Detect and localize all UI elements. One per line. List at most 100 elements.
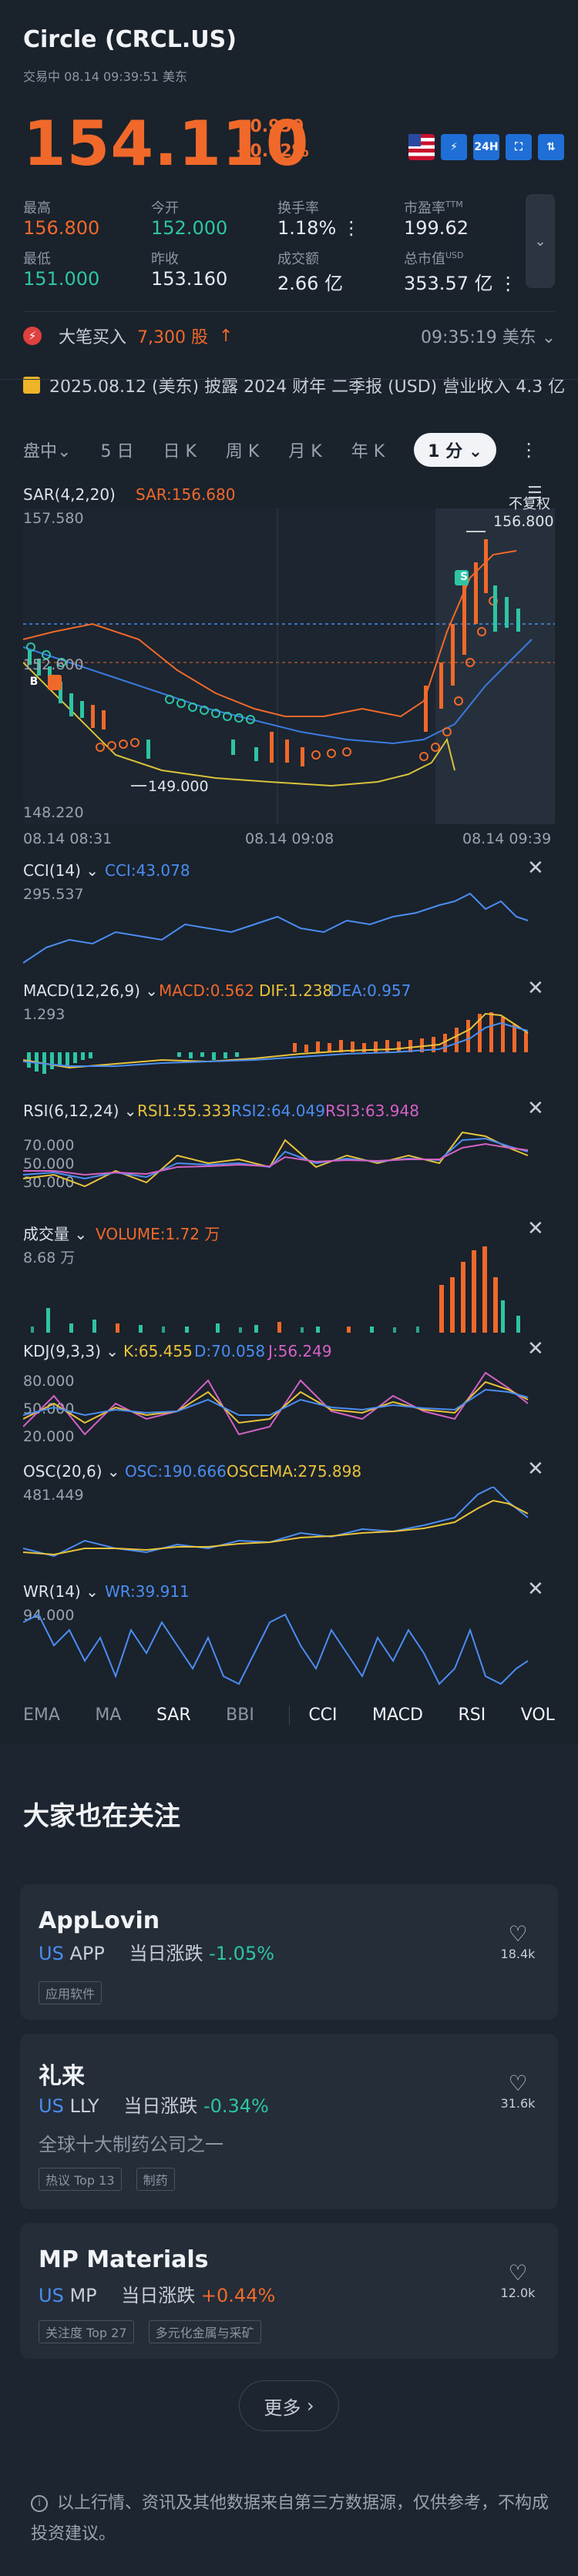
watch-card-lilly[interactable]: 礼来 US LLY 当日涨跌 -0.34% 全球十大制药公司之一 热议 Top … [20,2034,558,2209]
watch-title: 大家也在关注 [23,1801,180,1832]
margin-icon[interactable]: ⇅ [538,134,564,160]
tab-monthly-k[interactable]: 月 K [288,442,322,461]
x-label-start: 08.14 08:31 [23,830,113,847]
kdj-chart [23,1371,529,1436]
calendar-icon [23,377,40,394]
ind-tab-ema[interactable]: EMA [23,1706,60,1725]
kdj-d-value: D:70.058 [194,1342,266,1360]
follower-count: 12.0k [500,2286,536,2300]
24h-trading-icon[interactable]: 24H [473,134,499,160]
prev-close-value: 153.160 [151,268,228,290]
tab-yearly-k[interactable]: 年 K [351,442,385,461]
market-cap-label: 总市值USD [404,250,464,267]
sar-dots-orange [96,596,498,761]
options-icon[interactable]: ⛶ [506,134,532,160]
card-name: AppLovin [39,1907,160,1934]
cci-top-label: 295.537 [23,886,84,903]
tag[interactable]: 关注度 Top 27 [39,2320,134,2343]
ind-tab-bbi[interactable]: BBI [226,1706,254,1725]
cci-chart [23,892,529,964]
tag[interactable]: 应用软件 [39,1981,102,2004]
watch-card-mp[interactable]: MP Materials US MP 当日涨跌 +0.44% 关注度 Top 2… [20,2223,558,2359]
close-wr-icon[interactable]: ✕ [527,1578,544,1601]
tab-weekly-k[interactable]: 周 K [225,442,260,461]
indicator-tabs: EMA MA SAR BBI CCI MACD RSI VOL [23,1706,555,1725]
buy-marker-bg [48,675,62,690]
follow-button[interactable]: ♡ 31.6k [495,2071,541,2111]
volume-label[interactable]: 成交量 ⌄ [23,1225,88,1243]
rsi-label[interactable]: RSI(6,12,24) ⌄ [23,1102,137,1120]
turnover-label: 换手率 [277,200,319,216]
follower-count: 18.4k [500,1947,536,1961]
wr-label[interactable]: WR(14) ⌄ [23,1582,99,1601]
rsi-level-70: 70.000 [23,1137,75,1154]
ind-tab-macd[interactable]: MACD [372,1706,423,1725]
volume-chart [31,1246,520,1333]
osc-label[interactable]: OSC(20,6) ⌄ [23,1462,120,1481]
macd-top-label: 1.293 [23,1006,66,1023]
chart-settings-icon[interactable]: ☰ [527,484,543,503]
kdj-level-20: 20.000 [23,1428,75,1445]
unadjusted-label[interactable]: 不复权 [509,496,550,512]
low-label: 最低 [23,251,51,267]
tag[interactable]: 多元化金属与采矿 [148,2320,261,2343]
follow-button[interactable]: ♡ 18.4k [495,1921,541,1961]
ind-tab-rsi[interactable]: RSI [458,1706,486,1725]
divider [23,311,555,312]
sar-label: SAR(4,2,20) [23,485,116,504]
amount-value: 2.66 亿 [277,273,344,294]
more-button[interactable]: 更多 › [239,2380,339,2431]
tab-daily-k[interactable]: 日 K [163,442,197,461]
trade-shares: 7,300 股 [137,328,208,347]
us-flag-icon[interactable] [408,134,435,160]
heart-plus-icon: ♡ [508,2260,528,2286]
wr-chart [23,1613,529,1685]
feature-badges: ⚡ 24H ⛶ ⇅ [408,134,564,160]
footer: i 以上行情、资讯及其他数据来自第三方数据源，仅供参考，不构成投资建议。 [0,2465,578,2576]
pe-label: 市盈率TTM [404,200,463,216]
tab-intraday[interactable]: 盘中⌄ [23,442,72,461]
expand-stats-button[interactable]: ⌄ [526,194,555,288]
close-kdj-icon[interactable]: ✕ [527,1337,544,1360]
close-cci-icon[interactable]: ✕ [527,857,544,880]
macd-label[interactable]: MACD(12,26,9) ⌄ [23,981,159,1000]
more-options-icon[interactable]: ⋮ [519,439,539,461]
kdj-k-value: K:65.455 [123,1342,193,1360]
low-value: 151.000 [23,268,100,290]
close-rsi-icon[interactable]: ✕ [527,1097,544,1120]
follower-count: 31.6k [500,2096,536,2111]
cci-value: CCI:43.078 [105,861,190,880]
cci-label[interactable]: CCI(14) ⌄ [23,861,99,880]
ind-tab-ma[interactable]: MA [95,1706,122,1725]
macd-value: MACD:0.562 [159,981,254,1000]
card-desc: 全球十大制药公司之一 [39,2134,223,2155]
trade-time: 09:35:19 美东 ⌄ [421,328,556,347]
tab-5day[interactable]: 5 日 [100,442,134,461]
chevron-down-icon: ⌄ [534,233,546,250]
ind-tab-cci[interactable]: CCI [289,1706,338,1725]
tag[interactable]: 制药 [136,2168,175,2191]
close-osc-icon[interactable]: ✕ [527,1457,544,1481]
earnings-news[interactable]: 2025.08.12 (美东) 披露 2024 财年 二季报 (USD) 营业收… [23,373,565,397]
tag[interactable]: 热议 Top 13 [39,2168,122,2191]
close-volume-icon[interactable]: ✕ [527,1217,544,1240]
ind-tab-sar[interactable]: SAR [156,1706,191,1725]
lightning-icon[interactable]: ⚡ [441,134,467,160]
kdj-label[interactable]: KDJ(9,3,3) ⌄ [23,1342,119,1360]
stock-title: Circle (CRCL.US) [23,26,237,53]
close-macd-icon[interactable]: ✕ [527,977,544,1000]
card-tags: 关注度 Top 27 多元化金属与采矿 [39,2320,272,2343]
ind-tab-vol[interactable]: VOL [520,1706,555,1725]
follow-button[interactable]: ♡ 12.0k [495,2260,541,2300]
rsi2-value: RSI2:64.049 [231,1102,325,1120]
price-chart[interactable] [23,508,555,824]
trading-status: 交易中 08.14 09:39:51 美东 [23,69,187,84]
rsi3-value: RSI3:63.948 [325,1102,419,1120]
x-label-mid: 08.14 09:08 [245,830,334,847]
amount-label: 成交额 [277,251,319,267]
kdj-j-value: J:56.249 [268,1342,332,1360]
tab-1min[interactable]: 1 分 ⌄ [414,433,497,467]
watch-card-applovin[interactable]: AppLovin US APP 当日涨跌 -1.05% 应用软件 ♡ 18.4k [20,1884,558,2020]
osc-top-label: 481.449 [23,1487,84,1504]
block-trade-alert[interactable]: ⚡ 大笔买入 7,300 股 ↑ [23,324,233,348]
